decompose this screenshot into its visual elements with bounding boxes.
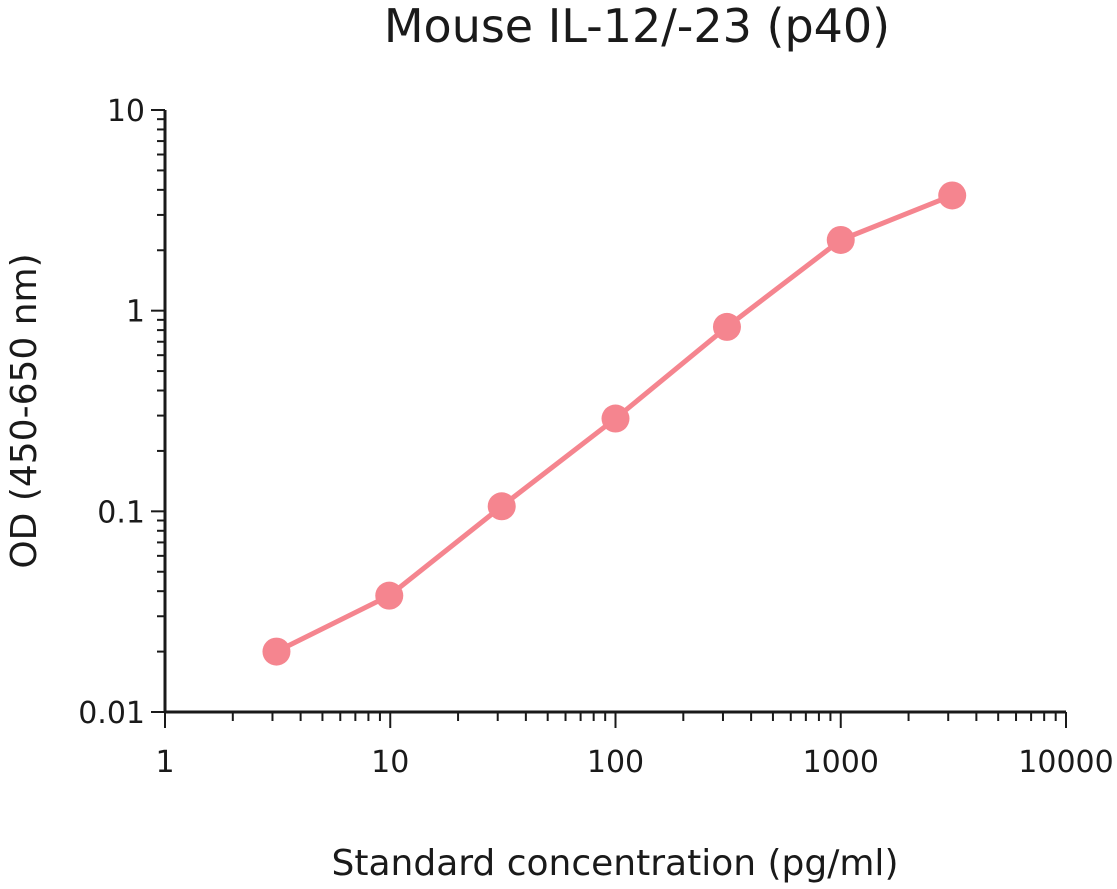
- data-point: [826, 225, 855, 254]
- data-point: [601, 404, 630, 433]
- y-tick-label: 10: [107, 94, 145, 129]
- x-tick-label: 1000: [803, 745, 879, 780]
- x-ticks: 1 10 100 1000 10000: [155, 712, 1114, 780]
- data-point: [938, 181, 967, 210]
- y-axis-title: OD (450-650 nm): [4, 253, 45, 568]
- data-point: [487, 492, 516, 521]
- x-tick-label: 100: [587, 745, 644, 780]
- y-tick-label: 0.01: [78, 696, 145, 731]
- y-tick-label: 0.1: [97, 495, 145, 530]
- series-layer: [262, 181, 967, 666]
- x-tick-label: 10: [371, 745, 409, 780]
- data-point: [712, 312, 741, 341]
- chart-title: Mouse IL-12/-23 (p40): [384, 0, 890, 53]
- y-tick-label: 1: [126, 295, 145, 330]
- data-point: [262, 637, 291, 666]
- x-tick-label: 10000: [1018, 745, 1113, 780]
- y-ticks: 0.01 0.1 1 10: [78, 94, 165, 731]
- x-axis-title: Standard concentration (pg/ml): [332, 843, 899, 884]
- x-tick-label: 1: [155, 745, 174, 780]
- data-point: [375, 581, 404, 610]
